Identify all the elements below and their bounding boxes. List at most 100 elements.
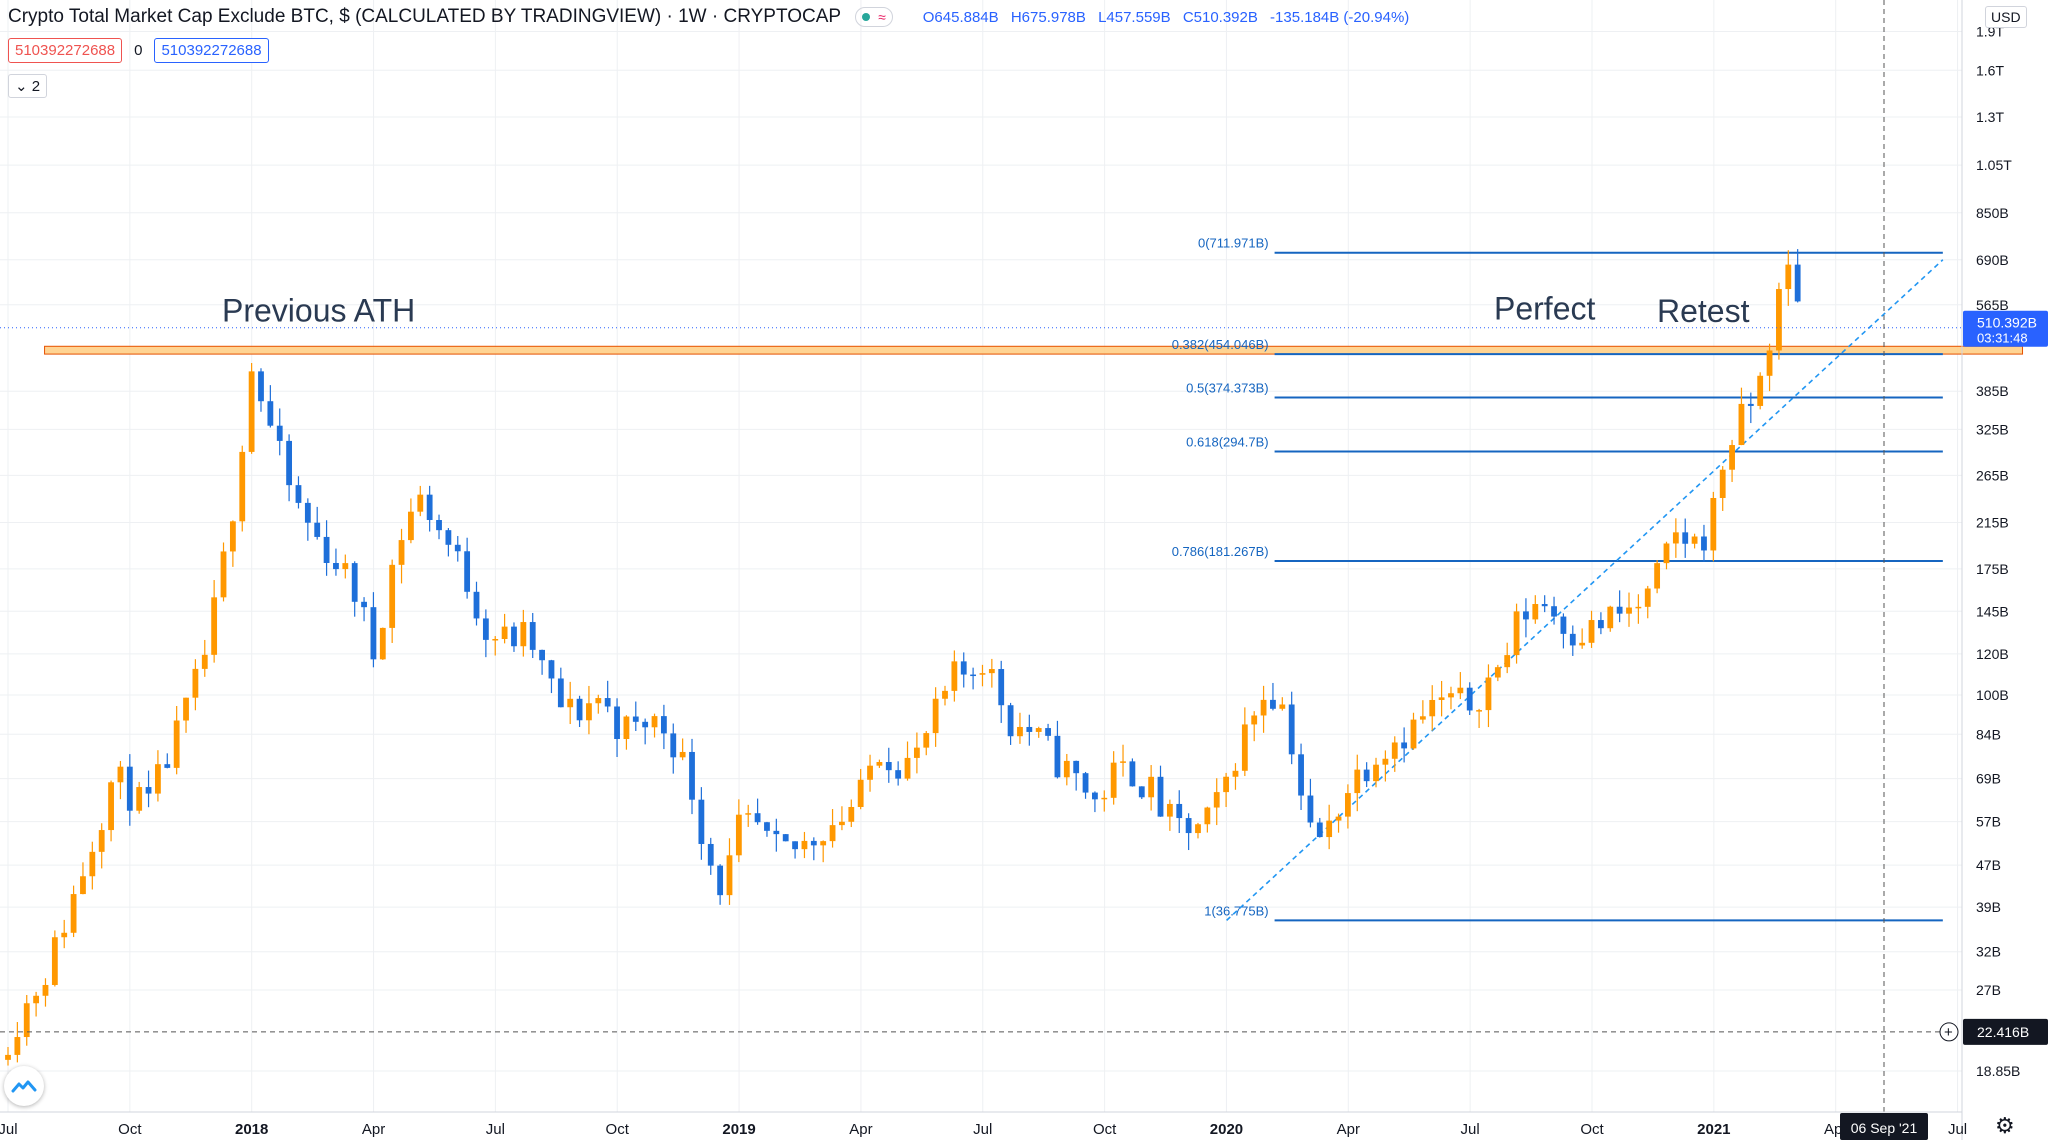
candle-body xyxy=(1785,264,1792,290)
candle-body xyxy=(1419,716,1426,720)
tradingview-logo[interactable] xyxy=(4,1066,44,1106)
candle-body xyxy=(632,716,639,722)
candle-body xyxy=(286,440,293,486)
candle-body xyxy=(1457,687,1464,694)
candlestick-series xyxy=(5,249,1801,1066)
candle-body xyxy=(248,371,255,452)
collapse-indicators-button[interactable]: ⌄ 2 xyxy=(8,74,48,98)
crosshair-price-text: 22.416B xyxy=(1977,1024,2029,1040)
candle-body xyxy=(792,841,798,850)
candle-body xyxy=(51,937,58,985)
candle-body xyxy=(1747,403,1754,406)
candle-body xyxy=(23,1003,30,1038)
price-tick-label: 1.05T xyxy=(1976,157,2012,173)
ohlc-change: -135.184B (-20.94%) xyxy=(1270,8,1410,26)
candle-body xyxy=(201,654,208,669)
candle-body xyxy=(1354,769,1361,794)
candle-body xyxy=(1129,761,1136,787)
candle-body xyxy=(1017,726,1023,737)
candle-body xyxy=(932,698,939,734)
price-axis[interactable]: 1.9T1.6T1.3T1.05T850B690B565B385B325B265… xyxy=(1939,0,2048,1140)
indicator-value-blue[interactable]: 510392272688 xyxy=(154,38,269,63)
candle-body xyxy=(267,401,274,426)
indicator-value-red[interactable]: 510392272688 xyxy=(8,38,123,63)
candle-body xyxy=(1710,498,1717,551)
candle-body xyxy=(276,425,283,441)
candle-body xyxy=(1738,403,1745,446)
candle-body xyxy=(1635,606,1642,609)
ohlc-low: L457.559B xyxy=(1098,8,1171,26)
candle-body xyxy=(1195,824,1201,834)
gear-icon[interactable]: ⚙ xyxy=(1995,1113,2015,1138)
candle-body xyxy=(1251,715,1258,725)
time-tick-label: Jul xyxy=(0,1121,18,1138)
candle-body xyxy=(895,770,902,779)
time-tick-label: Jul xyxy=(973,1121,992,1138)
candle-body xyxy=(857,779,864,807)
candle-body xyxy=(904,757,911,779)
candle-body xyxy=(473,591,480,619)
fib-level-label: 0.786(181.267B) xyxy=(1172,544,1269,559)
candle-body xyxy=(885,762,892,771)
candle-body xyxy=(988,669,995,674)
time-axis[interactable]: Jul Oct 2018 Apr Jul Oct 2019 Apr Jul Oct 2020 Apr J… xyxy=(0,1111,1967,1140)
indicator-values-row: 510392272688 0 510392272688 xyxy=(8,38,269,63)
candle-body xyxy=(1523,611,1529,620)
candle-body xyxy=(1007,705,1014,737)
candle-body xyxy=(689,751,695,800)
price-tick-label: 690B xyxy=(1976,252,2009,268)
candle-body xyxy=(1092,792,1098,800)
price-tick-label: 47B xyxy=(1976,857,2001,873)
candle-body xyxy=(1138,786,1145,798)
candle-body xyxy=(604,698,611,707)
candle-body xyxy=(220,551,227,598)
candle-body xyxy=(389,564,396,628)
candle-body xyxy=(70,894,77,933)
currency-label[interactable]: USD xyxy=(1985,6,2027,28)
indicator-value-zero: 0 xyxy=(134,42,143,59)
candle-body xyxy=(126,766,133,811)
chart-header: Crypto Total Market Cap Exclude BTC, $ (… xyxy=(8,6,1417,28)
candle-body xyxy=(5,1054,11,1060)
candle-body xyxy=(98,830,105,852)
data-wave-icon: ≈ xyxy=(878,9,886,25)
status-pill[interactable]: ≈ xyxy=(855,7,893,27)
candle-body xyxy=(89,851,96,877)
time-tick-label: Apr xyxy=(362,1121,385,1138)
candle-body xyxy=(979,673,986,675)
candle-body xyxy=(1466,687,1473,711)
ath-zone-layer xyxy=(44,345,2024,355)
price-tick-label: 565B xyxy=(1976,297,2009,313)
candle-body xyxy=(970,674,977,677)
price-tick-label: 120B xyxy=(1976,646,2009,662)
last-price-badge xyxy=(1963,310,2048,347)
bar-countdown-text: 03:31:48 xyxy=(1977,331,2028,346)
candle-body xyxy=(1288,704,1295,755)
candle-body xyxy=(314,522,321,537)
add-alert-plus: + xyxy=(1944,1024,1953,1041)
price-tick-label: 145B xyxy=(1976,603,2009,619)
candle-body xyxy=(810,840,817,846)
candle-body xyxy=(1541,604,1548,607)
symbol-title[interactable]: Crypto Total Market Cap Exclude BTC, $ (… xyxy=(8,6,842,27)
candle-body xyxy=(782,834,789,842)
candle-body xyxy=(1063,760,1070,778)
time-tick-label: 2021 xyxy=(1697,1121,1730,1138)
candle-body xyxy=(1663,543,1670,564)
candle-body xyxy=(1513,611,1520,656)
add-alert-icon xyxy=(1939,1022,1959,1042)
candle-body xyxy=(1776,289,1782,351)
candle-body xyxy=(1448,693,1454,698)
candle-body xyxy=(1166,803,1173,817)
candle-body xyxy=(511,626,517,647)
candle-body xyxy=(1579,642,1586,646)
candle-body xyxy=(679,751,686,758)
annotation-text: Perfect xyxy=(1494,291,1595,327)
candle-body xyxy=(1560,616,1567,634)
candle-body xyxy=(1691,536,1698,544)
fibonacci-retracement[interactable]: 0(711.971B) 0.382(454.046B) 0.5(374.373B) 0… xyxy=(1172,236,1943,922)
annotations-layer: Previous ATH Perfect Retest xyxy=(222,291,1750,330)
price-tick-label: 27B xyxy=(1976,982,2001,998)
candle-body xyxy=(1082,773,1089,793)
